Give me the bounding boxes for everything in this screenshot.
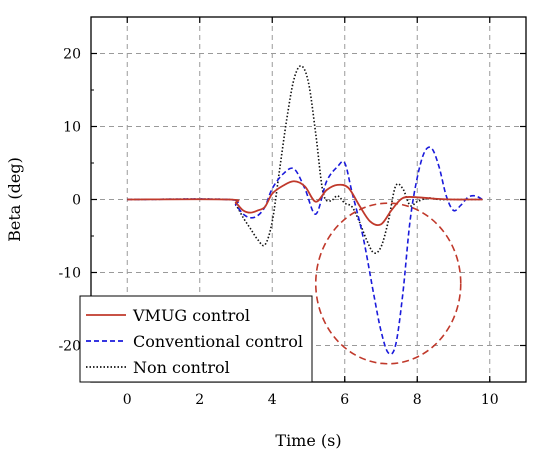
y-tick-label: -20 bbox=[58, 339, 81, 355]
x-tick-label: 8 bbox=[413, 392, 422, 408]
series-line-conventional-control bbox=[127, 146, 483, 355]
legend-label: VMUG control bbox=[132, 306, 250, 325]
y-tick-label: 20 bbox=[63, 47, 81, 63]
x-tick-label: 2 bbox=[195, 392, 204, 408]
y-tick-label: -10 bbox=[58, 266, 81, 282]
x-tick-label: 10 bbox=[481, 392, 499, 408]
y-tick-label: 0 bbox=[72, 193, 81, 209]
legend-label: Non control bbox=[133, 358, 230, 377]
series-line-vmug-control bbox=[127, 180, 483, 227]
series-line-non-control bbox=[127, 65, 483, 254]
ticks: 0 2 4 6 8 10 -20 -10 0 10 20 bbox=[58, 16, 526, 408]
y-tick-label: 10 bbox=[63, 120, 81, 136]
y-axis-label: Beta (deg) bbox=[5, 157, 24, 242]
highlight-circle bbox=[314, 202, 462, 365]
legend-label: Conventional control bbox=[133, 332, 303, 351]
x-tick-label: 4 bbox=[268, 392, 277, 408]
x-tick-label: 6 bbox=[340, 392, 349, 408]
x-tick-label: 0 bbox=[123, 392, 132, 408]
highlight-ellipse bbox=[314, 202, 462, 365]
x-axis-label: Time (s) bbox=[275, 431, 341, 450]
legend: VMUG control Conventional control Non cont… bbox=[79, 295, 313, 383]
series-lines bbox=[127, 65, 483, 355]
